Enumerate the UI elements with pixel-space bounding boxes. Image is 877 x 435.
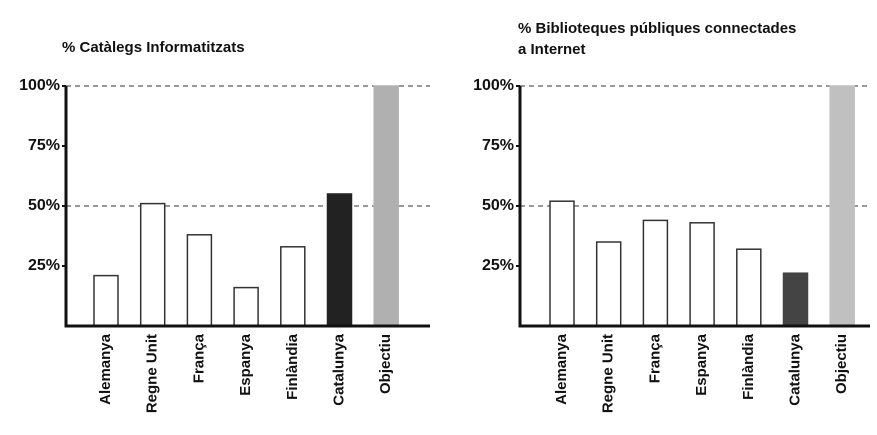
- bar: [326, 193, 353, 327]
- y-tick-label: 50%: [28, 197, 60, 214]
- x-tick-label: Objectiu: [833, 334, 850, 394]
- x-tick-label: Alemanya: [553, 333, 570, 405]
- x-tick-label: Alemanya: [97, 333, 114, 405]
- y-tick-label: 25%: [482, 257, 514, 274]
- bar: [782, 272, 809, 327]
- y-tick-label: 100%: [19, 77, 60, 94]
- y-tick-label: 75%: [482, 137, 514, 154]
- bar: [829, 85, 855, 327]
- chart-title: % Catàlegs Informatitzats: [62, 39, 245, 56]
- bar: [642, 219, 669, 327]
- bar: [233, 286, 259, 327]
- y-tick-label: 25%: [28, 257, 60, 274]
- y-tick-label: 50%: [482, 197, 514, 214]
- bar: [689, 222, 715, 327]
- x-tick-label: Espanya: [693, 333, 710, 395]
- y-tick-label: 100%: [473, 77, 514, 94]
- chart-title: % Biblioteques públiques connectades: [518, 20, 796, 37]
- y-tick-label: 75%: [28, 137, 60, 154]
- x-tick-label: Catalunya: [330, 333, 347, 405]
- x-tick-label: Espanya: [237, 333, 254, 395]
- bar: [280, 246, 306, 327]
- x-tick-label: Regne Unit: [144, 334, 161, 413]
- x-tick-label: Finlàndia: [740, 333, 757, 399]
- x-tick-label: Catalunya: [786, 333, 803, 405]
- bar: [549, 200, 575, 327]
- bar: [139, 202, 166, 327]
- x-tick-label: Objectiu: [377, 334, 394, 394]
- bar: [93, 274, 119, 327]
- chart-title: a Internet: [518, 41, 586, 58]
- x-tick-label: Finlàndia: [284, 333, 301, 399]
- bar: [186, 234, 213, 327]
- bar: [736, 248, 762, 327]
- x-tick-label: Regne Unit: [600, 334, 617, 413]
- bar: [373, 85, 399, 327]
- x-tick-label: França: [190, 333, 207, 383]
- x-tick-label: França: [646, 333, 663, 383]
- bar: [595, 241, 622, 327]
